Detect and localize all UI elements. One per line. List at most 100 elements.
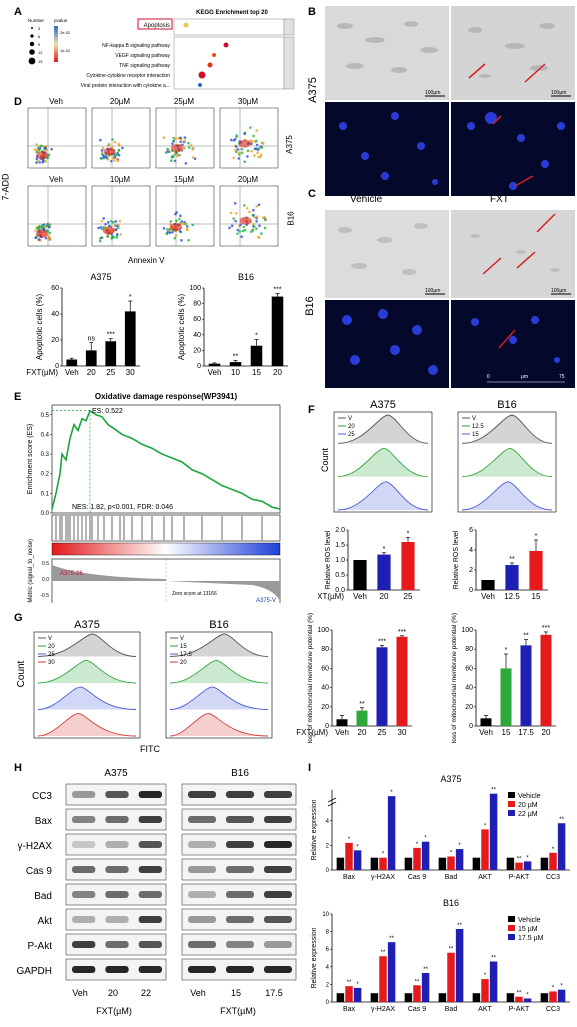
flow-event: [229, 211, 233, 215]
bar: [472, 993, 481, 1002]
flow-event: [237, 157, 241, 160]
rank-tick-label: -0.5: [40, 593, 49, 599]
category-label: 20: [542, 728, 551, 737]
category-label: Veh: [481, 592, 495, 601]
significance-label: *: [382, 852, 385, 858]
bar: [480, 718, 492, 726]
axis-break: [327, 801, 337, 807]
term-nfkb: NF-kappa B signaling pathway: [102, 43, 170, 49]
flow-plot-frame: [219, 107, 279, 169]
protein-label: γ-H2AX: [18, 841, 53, 852]
flow-event: [162, 136, 166, 140]
rank-ylabel: Ranked Metric (signal_to_noise): [28, 539, 34, 603]
chart-title: A375: [90, 272, 111, 282]
kegg-title: KEGG Enrichment top 20: [196, 10, 268, 16]
bar: [540, 993, 549, 1002]
category-label: CC3: [546, 1006, 560, 1013]
flow-event: [113, 153, 116, 157]
gsea-plot: Oxidative damage response(WP3941) 0.5 0.4 0…: [27, 392, 281, 603]
bar: [529, 551, 543, 590]
flow-event: [243, 132, 246, 136]
blot-band: [264, 941, 292, 948]
bar: [370, 993, 379, 1002]
flow-plot-frame: [91, 185, 151, 247]
pvalue-colorbar: [54, 26, 58, 62]
y-tick-label: 2: [469, 567, 473, 574]
bar: [345, 842, 353, 870]
flow-event: [34, 229, 37, 233]
es-curve: [51, 409, 281, 510]
category-label: 25: [106, 368, 115, 377]
hist-frame: [457, 411, 557, 513]
flow-event: [111, 236, 114, 239]
blot-band: [138, 791, 162, 798]
blot-band: [188, 966, 216, 973]
term-vegf: VEGF signaling pathway: [115, 53, 170, 59]
hist-ylabel: Count: [16, 660, 27, 687]
significance-label: *: [424, 836, 427, 842]
flow-event: [43, 225, 46, 229]
protein-label: Bad: [34, 891, 52, 902]
flow-event: [233, 202, 237, 205]
flow-event: [48, 231, 52, 235]
panel-c-axis-75: 75: [559, 374, 565, 380]
blot-band: [138, 816, 162, 823]
panel-b-scale-2: 100µm: [551, 90, 566, 96]
panel-b-label: B: [308, 6, 316, 18]
flow-event: [111, 138, 114, 141]
bar: [549, 852, 557, 870]
significance-label: *: [383, 546, 386, 553]
bar: [481, 979, 489, 1002]
blot-band: [226, 866, 254, 873]
hist-legend-label: 25: [48, 652, 55, 658]
svg-text:15: 15: [38, 59, 43, 64]
blot-band: [105, 916, 129, 923]
bar: [353, 560, 367, 590]
flow-event: [43, 147, 47, 150]
flow-event: [41, 160, 45, 164]
legend-number-title: Number: [28, 18, 45, 23]
rank-negative: [166, 581, 280, 601]
category-label: P-AKT: [509, 1006, 530, 1013]
hist-curve: [37, 686, 137, 710]
blot-band: [264, 816, 292, 823]
flow-event: [168, 231, 172, 235]
blot-band: [188, 891, 216, 898]
western-blots: A375 B16 CC3 Bax γ-H2AX Cas 9 Bad Akt P-Akt GAPDH…: [16, 768, 297, 1016]
flow-event: [249, 139, 252, 142]
bar: [540, 634, 552, 726]
bar: [523, 998, 532, 1002]
y-tick-label: 20: [465, 704, 473, 711]
flow-event: [250, 149, 253, 153]
y-tick-label: 100: [189, 285, 201, 292]
rank-tick-label: 0.5: [42, 561, 49, 567]
flow-cytometry-grid: Veh 20µM 25µM 30µM Veh 10µM 15µM 20µM: [27, 97, 279, 247]
flow-event: [252, 222, 255, 226]
significance-label: **: [415, 979, 420, 985]
flow-event: [261, 142, 265, 145]
category-label: Veh: [353, 592, 367, 601]
flow-event: [98, 239, 102, 243]
right-group-label: A375-V: [256, 598, 276, 603]
flow-event: [121, 146, 124, 150]
flow-event: [258, 224, 261, 228]
blot-band: [72, 791, 96, 798]
bar: [455, 928, 464, 1002]
flow-event: [249, 126, 252, 129]
significance-label: *: [552, 847, 555, 853]
chart-title: B16: [238, 272, 254, 282]
blot-band: [138, 841, 162, 848]
hist-legend-label: V: [180, 636, 184, 642]
flow-event: [187, 141, 190, 145]
flow-event: [162, 227, 166, 230]
bar: [404, 857, 413, 870]
hist-frame: [333, 411, 433, 513]
es-tick-label: 0.2: [41, 472, 50, 478]
blot-band: [105, 816, 129, 823]
significance-label: ***: [542, 625, 550, 632]
flow-event: [182, 146, 186, 150]
bar: [229, 362, 242, 366]
flow-event: [47, 225, 51, 229]
es-frame: [51, 404, 281, 514]
flow-event: [37, 238, 41, 241]
